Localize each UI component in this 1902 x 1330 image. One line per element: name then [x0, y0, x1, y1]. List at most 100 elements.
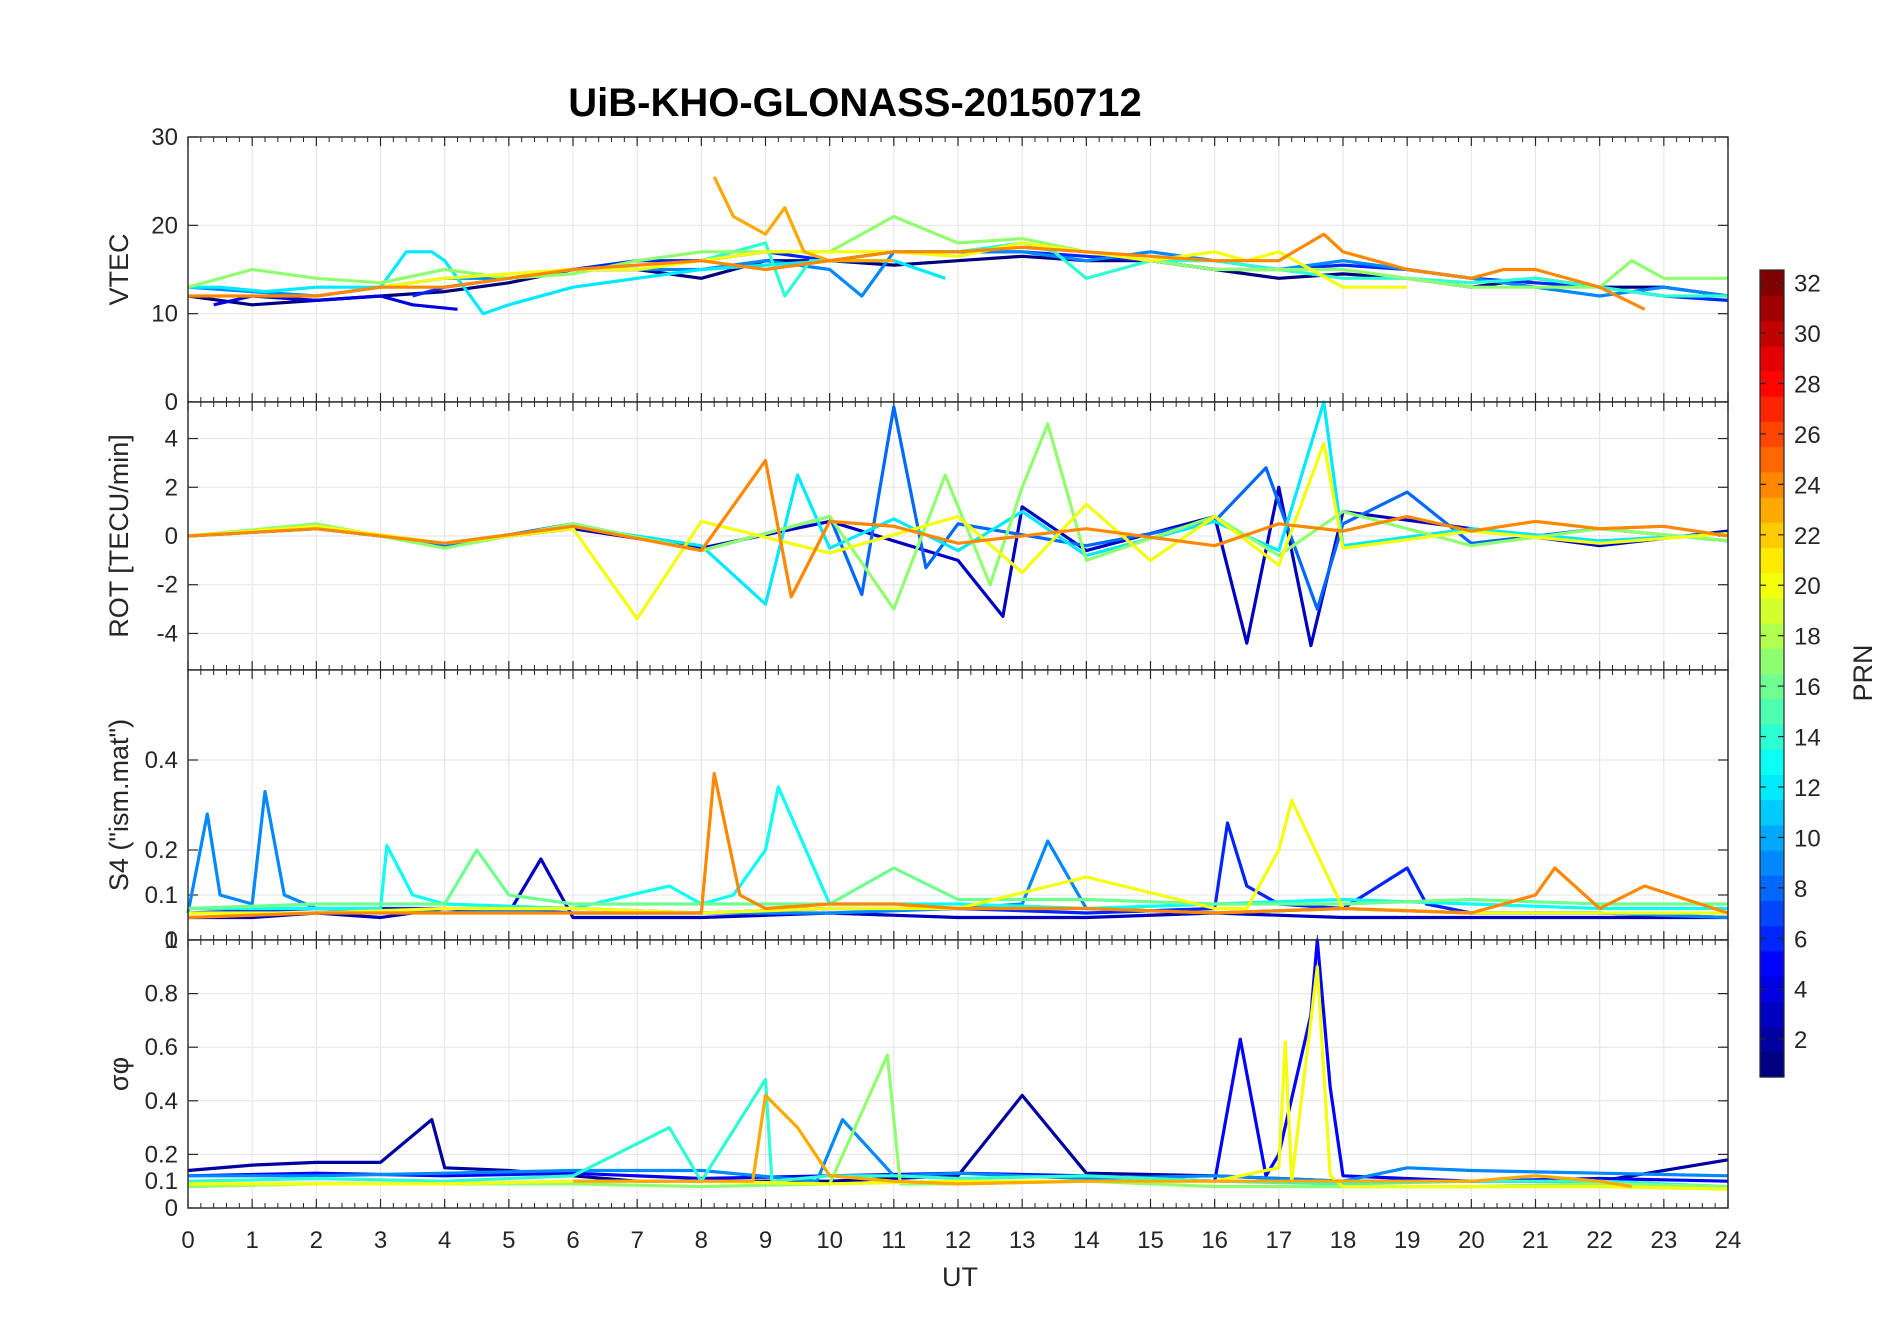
colorbar-swatch [1760, 900, 1784, 927]
series-prn-14 [700, 241, 1728, 298]
x-tick-label: 23 [1650, 1227, 1677, 1254]
colorbar-swatch [1760, 396, 1784, 422]
x-tick-label: 9 [759, 1227, 772, 1254]
x-tick-labels: 0 1 2 3 4 5 6 7 8 9 10 11 12 13 14 15 16 17 18 19 20 21 22 23 24 [181, 1227, 1741, 1254]
colorbar-tick-label: 32 [1794, 271, 1821, 298]
y-tick-label: 1 [165, 927, 178, 954]
x-tick-label: 21 [1522, 1227, 1549, 1254]
colorbar-tick-label: 24 [1794, 472, 1821, 499]
axes-box [187, 939, 1729, 1209]
y-tick-label: 0 [165, 389, 178, 416]
series-prn-3 [188, 857, 1728, 920]
colorbar-tick-label: 14 [1794, 725, 1821, 752]
y-axis-label-4: σφ [104, 1057, 134, 1091]
x-tick-label: 8 [695, 1227, 708, 1254]
colorbar-tick-label: 28 [1794, 371, 1821, 398]
colorbar-tick-label: 2 [1794, 1027, 1807, 1054]
series-prn-9 [188, 1118, 1729, 1183]
y-tick-label: -2 [157, 572, 178, 599]
y-tick-label: 0.8 [145, 981, 178, 1008]
colorbar-tick-label: 20 [1794, 573, 1821, 600]
y-tick-label: 0.1 [145, 1168, 178, 1195]
colorbar-tick-label: 4 [1794, 977, 1807, 1004]
x-tick-label: 10 [816, 1227, 843, 1254]
series-prn-5 [187, 938, 1729, 1183]
colorbar-swatch [1760, 648, 1784, 675]
x-tick-label: 18 [1330, 1227, 1357, 1254]
colorbar-swatch [1760, 597, 1784, 624]
series-prn-20 [187, 441, 1729, 621]
series-prn-20 [188, 965, 1729, 1191]
colorbar-tick-label: 6 [1794, 926, 1807, 953]
panel-3: 0 0.1 0.2 0.4 S4 ("ism.mat") [104, 669, 1729, 954]
series-prn-17 [187, 214, 1728, 289]
colorbar-swatch [1760, 1051, 1784, 1078]
x-tick-label: 22 [1586, 1227, 1613, 1254]
y-tick-label: 0 [165, 523, 178, 550]
colorbar-swatch [1760, 547, 1784, 574]
colorbar-tick-label: 16 [1794, 674, 1821, 701]
x-tick-label: 16 [1201, 1227, 1228, 1254]
y-axis-label-2: ROT [TECU/min] [104, 434, 134, 638]
chart-title: UiB-KHO-GLONASS-20150712 [568, 81, 1142, 125]
colorbar-swatch [1760, 496, 1784, 523]
colorbar-swatch [1760, 850, 1784, 876]
y-tick-label: 20 [151, 212, 178, 239]
x-tick-label: 1 [245, 1227, 258, 1254]
colorbar-swatch [1760, 799, 1784, 826]
colorbar-swatch [1760, 749, 1784, 775]
x-tick-label: 12 [945, 1227, 972, 1254]
y-tick-label: 0 [165, 927, 178, 954]
x-tick-label: 5 [502, 1227, 515, 1254]
y-tick-label: -4 [157, 620, 178, 647]
x-tick-label: 4 [438, 1227, 451, 1254]
colorbar-frame [1759, 269, 1785, 1078]
colorbar-tick-label: 8 [1794, 876, 1807, 903]
x-tick-label: 20 [1458, 1227, 1485, 1254]
series-prn-24 [187, 771, 1729, 920]
colorbar-tick-label: 30 [1794, 321, 1821, 348]
colorbar-tick-label: 10 [1794, 825, 1821, 852]
x-tick-label: 6 [566, 1227, 579, 1254]
colorbar-tick-label: 18 [1794, 624, 1821, 651]
y-tick-label: 2 [165, 474, 178, 501]
colorbar-swatch [1760, 950, 1784, 977]
x-tick-label: 11 [881, 1227, 906, 1254]
x-tick-label: 15 [1137, 1227, 1164, 1254]
series-prn-13 [188, 785, 1728, 911]
colorbar-label: PRN [1848, 644, 1878, 701]
x-tick-label: 7 [630, 1227, 643, 1254]
x-axis-label: UT [942, 1262, 978, 1292]
y-tick-label: 0.6 [145, 1034, 178, 1061]
y-tick-label: 0 [165, 1195, 178, 1222]
colorbar-swatch [1760, 295, 1784, 322]
y-tick-label: 0.2 [145, 837, 178, 864]
x-tick-label: 2 [310, 1227, 323, 1254]
panel-2: -4 -2 0 2 4 ROT [TECU/min] [104, 400, 1729, 671]
x-tick-label: 14 [1073, 1227, 1100, 1254]
x-tick-label: 19 [1394, 1227, 1421, 1254]
colorbar-swatch [1760, 698, 1784, 725]
colorbar-tick-label: 12 [1794, 775, 1821, 802]
series-prn-12 [188, 250, 946, 316]
y-tick-label: 0.1 [145, 882, 178, 909]
colorbar-tick-label: 22 [1794, 523, 1821, 550]
y-axis-label-3: S4 ("ism.mat") [104, 719, 134, 891]
x-tick-label: 0 [181, 1227, 194, 1254]
colorbar-swatch [1760, 446, 1784, 473]
y-tick-label: 0.2 [145, 1141, 178, 1168]
colorbar-swatch [1760, 1001, 1784, 1028]
series-prn-24 [187, 458, 1729, 599]
x-tick-label: 24 [1715, 1227, 1742, 1254]
series-prn-24 [188, 232, 1646, 311]
x-tick-label: 13 [1009, 1227, 1036, 1254]
y-tick-label: 0.4 [145, 747, 178, 774]
y-tick-label: 4 [165, 426, 178, 453]
y-tick-label: 30 [151, 124, 178, 151]
colorbar-tick-label: 26 [1794, 422, 1821, 449]
series-prn-16 [187, 848, 1728, 911]
